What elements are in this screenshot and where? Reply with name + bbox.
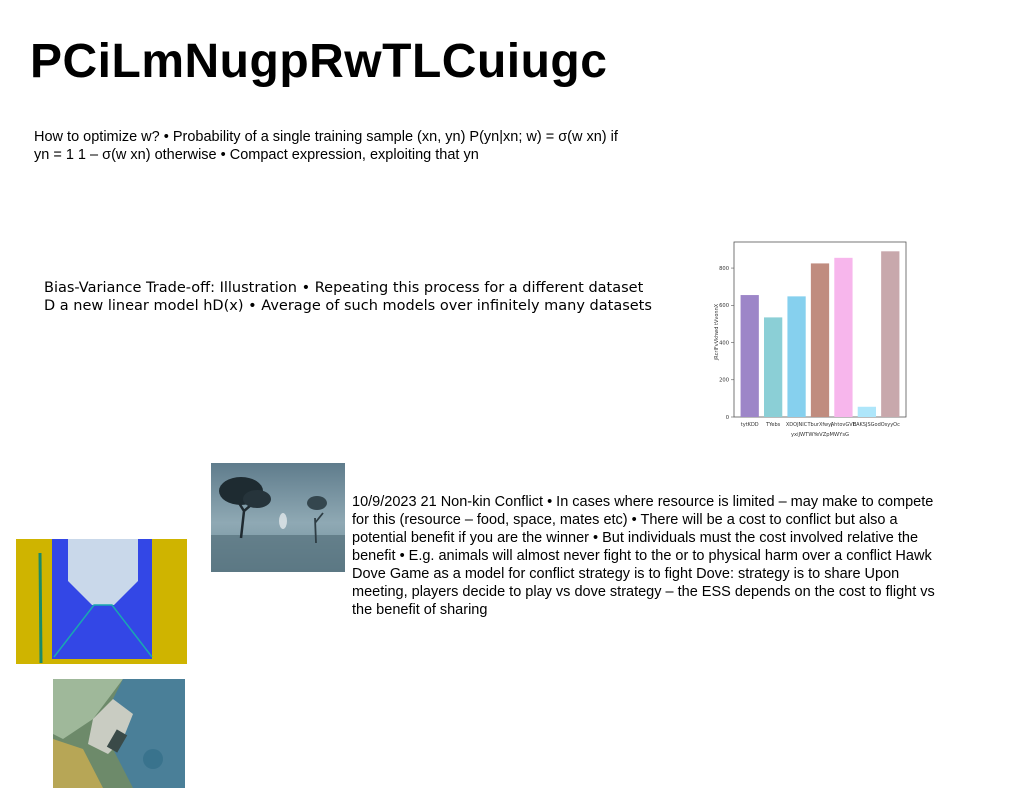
bar-AhtovGVB (834, 257, 853, 417)
aerial-coast-photo (53, 679, 185, 788)
bar-XDOJNIC (787, 296, 806, 417)
y-axis-label: jRcrlFvVkhwd tVvonnX (714, 303, 720, 361)
x-tick-label: XDOJNIC (786, 422, 808, 428)
y-tick-label: 600 (719, 303, 729, 309)
bar-TYebs (764, 317, 783, 417)
bar-EAKSJSGod (857, 406, 876, 417)
x-tick-label: EAKSJSGod (853, 422, 881, 428)
x-tick-label: OsyyOc (881, 422, 900, 428)
x-tick-label: AhtovGVB (831, 422, 857, 428)
misty-tree-photo (211, 463, 345, 572)
blue-envelope-photo (16, 539, 187, 664)
y-tick-label: 400 (719, 340, 729, 346)
page-title: PCiLmNugpRwTLCuiugc (30, 35, 608, 88)
x-tick-label: TYebs (765, 422, 781, 428)
y-tick-label: 800 (719, 266, 729, 272)
text-block-bias-variance: Bias-Variance Trade-off: Illustration • … (44, 280, 652, 314)
bar-OsyyOc (881, 251, 900, 417)
x-tick-label: TburXfwyj (807, 422, 833, 428)
y-tick-label: 200 (719, 378, 729, 384)
text-block-non-kin-conflict: 10/9/2023 21 Non-kin Conflict • In cases… (352, 494, 935, 618)
text-block-optimize: How to optimize w? • Probability of a si… (34, 129, 618, 163)
bar-tytKDD (740, 295, 759, 417)
x-axis-label: yxiJWTWYeVZpMWYsG (791, 432, 849, 438)
bar-TburXfwyj (810, 263, 830, 417)
y-tick-label: 0 (726, 415, 729, 421)
bar-chart: 0 200 400 600 800 tytKDD TYebs XDOJNIC TburXfwy… (714, 241, 907, 438)
x-tick-label: tytKDD (741, 422, 759, 428)
